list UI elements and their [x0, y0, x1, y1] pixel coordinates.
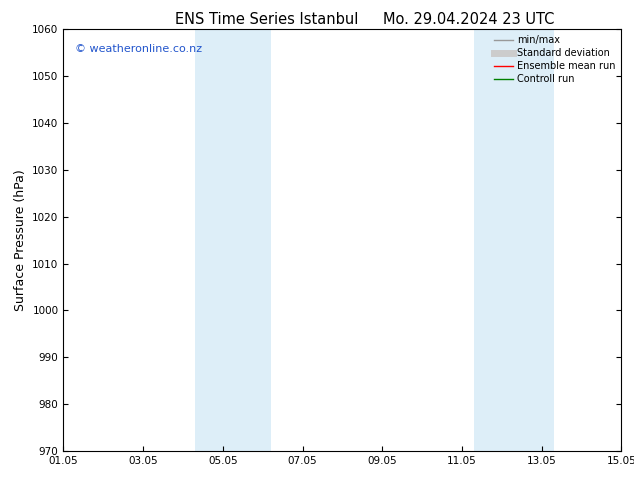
Legend: min/max, Standard deviation, Ensemble mean run, Controll run: min/max, Standard deviation, Ensemble me… — [489, 31, 619, 88]
Bar — [474, 29, 553, 451]
Y-axis label: Surface Pressure (hPa): Surface Pressure (hPa) — [14, 169, 27, 311]
Text: ENS Time Series Istanbul: ENS Time Series Istanbul — [174, 12, 358, 27]
Bar — [195, 29, 271, 451]
Text: © weatheronline.co.nz: © weatheronline.co.nz — [75, 44, 202, 54]
Text: Mo. 29.04.2024 23 UTC: Mo. 29.04.2024 23 UTC — [384, 12, 555, 27]
